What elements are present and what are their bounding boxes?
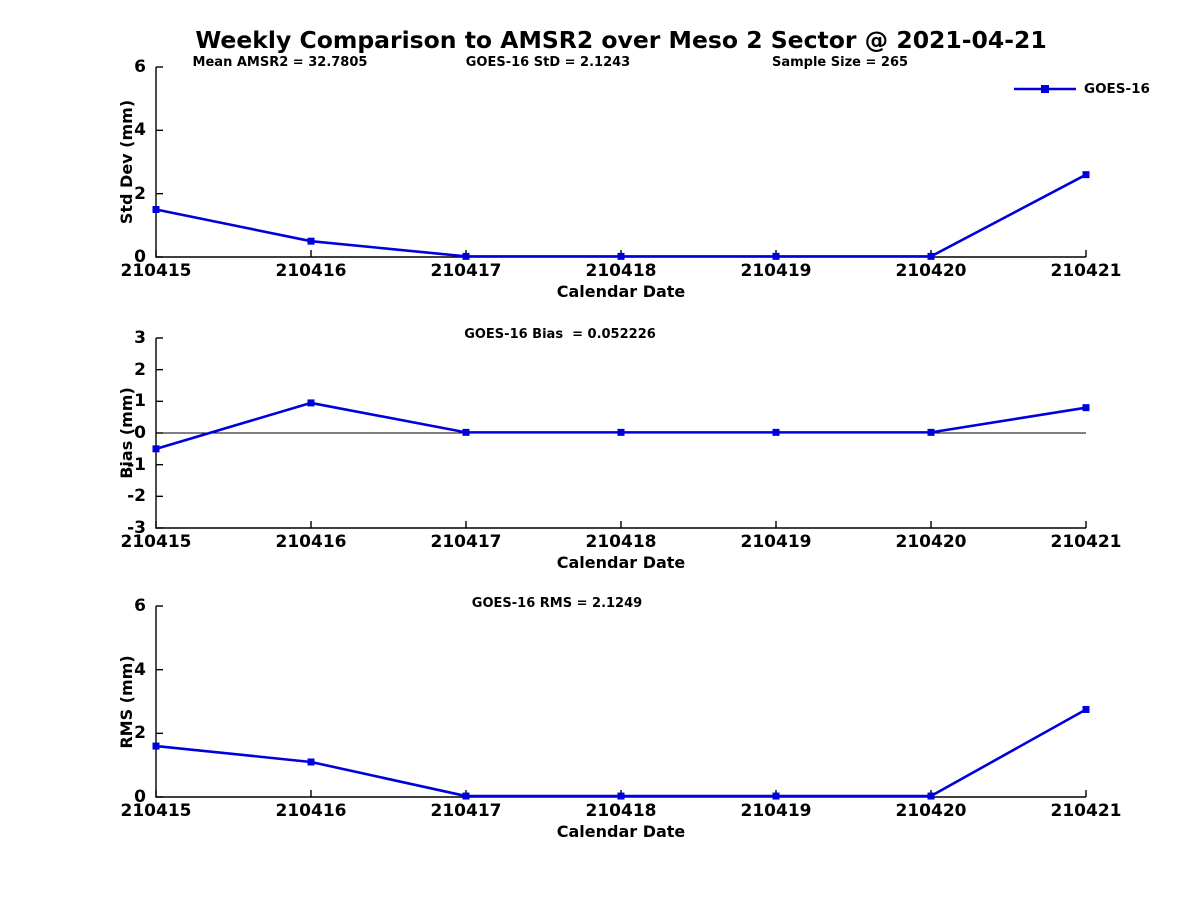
x-tick-label: 210417 bbox=[430, 261, 502, 281]
x-tick-label: 210420 bbox=[895, 261, 967, 281]
y-tick-label: -1 bbox=[127, 454, 146, 475]
data-point-marker bbox=[927, 792, 935, 800]
plot-area-bias bbox=[152, 337, 1090, 529]
y-tick-label: 6 bbox=[134, 596, 146, 616]
y-tick-label: 1 bbox=[134, 391, 146, 412]
data-point-marker bbox=[1082, 705, 1090, 713]
y-tick-label: 2 bbox=[134, 183, 146, 204]
x-tick-label: 210415 bbox=[120, 532, 192, 552]
x-tick-label: 210416 bbox=[275, 261, 347, 281]
data-point-marker bbox=[307, 399, 315, 407]
x-tick-label: 210421 bbox=[1050, 801, 1122, 821]
x-tick-label: 210418 bbox=[585, 532, 657, 552]
data-point-marker bbox=[772, 252, 780, 260]
data-point-marker bbox=[462, 792, 470, 800]
x-tick-label: 210415 bbox=[120, 801, 192, 821]
data-point-marker bbox=[152, 445, 160, 453]
series-line-goes-16 bbox=[155, 708, 1087, 798]
data-point-marker bbox=[1082, 404, 1090, 412]
x-tick-label: 210416 bbox=[275, 801, 347, 821]
data-point-marker bbox=[307, 237, 315, 245]
y-tick-label: 0 bbox=[134, 247, 146, 267]
y-tick-label: -2 bbox=[127, 486, 146, 507]
y-axis-label: Std Dev (mm) bbox=[117, 99, 136, 225]
data-point-marker bbox=[617, 252, 625, 260]
y-tick-label: 2 bbox=[134, 359, 146, 380]
x-tick-label: 210416 bbox=[275, 532, 347, 552]
plot-area-std-dev bbox=[152, 66, 1090, 260]
x-axis-label: Calendar Date bbox=[556, 822, 686, 841]
x-tick-label: 210421 bbox=[1050, 532, 1122, 552]
data-point-marker bbox=[772, 792, 780, 800]
x-tick-label: 210419 bbox=[740, 532, 812, 552]
x-tick-label: 210417 bbox=[430, 801, 502, 821]
chart-annotation: GOES-16 Bias = 0.052226 bbox=[464, 327, 656, 342]
x-tick-label: 210415 bbox=[120, 261, 192, 281]
x-tick-label: 210420 bbox=[895, 532, 967, 552]
chart-annotation: GOES-16 RMS = 2.1249 bbox=[471, 596, 643, 611]
data-point-marker bbox=[617, 428, 625, 436]
y-tick-label: -3 bbox=[127, 518, 146, 538]
y-tick-label: 2 bbox=[134, 723, 146, 744]
data-point-marker bbox=[152, 742, 160, 750]
data-point-marker bbox=[307, 758, 315, 766]
data-point-marker bbox=[1082, 171, 1090, 179]
stat-sample-size: Sample Size = 265 bbox=[771, 55, 909, 70]
x-tick-label: 210419 bbox=[740, 801, 812, 821]
y-tick-label: 6 bbox=[134, 57, 146, 77]
legend-series-label: GOES-16 bbox=[1084, 81, 1150, 97]
legend: GOES-16 bbox=[1014, 80, 1150, 98]
x-tick-label: 210418 bbox=[585, 801, 657, 821]
page-title: Weekly Comparison to AMSR2 over Meso 2 S… bbox=[195, 26, 1047, 54]
y-tick-label: 4 bbox=[134, 120, 146, 141]
legend-line-marker-icon bbox=[1014, 85, 1076, 93]
data-point-marker bbox=[462, 252, 470, 260]
x-tick-label: 210420 bbox=[895, 801, 967, 821]
data-point-marker bbox=[617, 792, 625, 800]
x-axis-label: Calendar Date bbox=[556, 553, 686, 572]
series-line-goes-16 bbox=[155, 173, 1087, 258]
data-point-marker bbox=[927, 428, 935, 436]
x-tick-label: 210418 bbox=[585, 261, 657, 281]
data-point-marker bbox=[152, 206, 160, 213]
y-tick-label: 0 bbox=[134, 423, 146, 443]
y-tick-label: 0 bbox=[134, 787, 146, 807]
x-tick-label: 210421 bbox=[1050, 261, 1122, 281]
series-line-goes-16 bbox=[155, 401, 1087, 451]
x-tick-label: 210417 bbox=[430, 532, 502, 552]
data-point-marker bbox=[772, 428, 780, 436]
axis-lines bbox=[155, 67, 1086, 258]
axis-lines bbox=[155, 606, 1086, 798]
x-axis-label: Calendar Date bbox=[556, 282, 686, 301]
plot-area-rms bbox=[152, 605, 1090, 800]
data-point-marker bbox=[462, 428, 470, 436]
x-tick-label: 210419 bbox=[740, 261, 812, 281]
stat-mean-amsr2: Mean AMSR2 = 32.7805 bbox=[192, 55, 368, 70]
y-axis-label: RMS (mm) bbox=[117, 654, 136, 749]
y-tick-label: 4 bbox=[134, 659, 146, 680]
y-tick-label: 3 bbox=[134, 328, 146, 348]
stat-goes16-std: GOES-16 StD = 2.1243 bbox=[465, 55, 631, 70]
data-point-marker bbox=[927, 252, 935, 260]
